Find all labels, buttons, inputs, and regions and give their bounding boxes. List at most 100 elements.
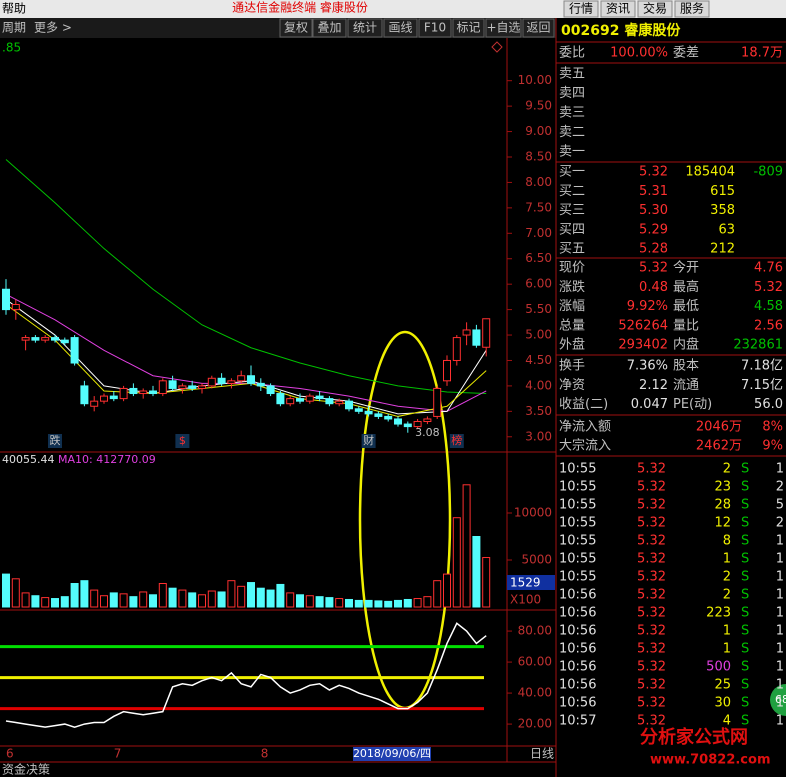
y-tick-label: 7.00 <box>525 226 552 240</box>
candle-body <box>482 318 491 348</box>
marker-box <box>175 434 190 448</box>
y-tick-label: 7.50 <box>525 200 552 214</box>
candle-body <box>41 337 50 341</box>
volume-bar <box>31 595 40 608</box>
low-label: 3.08 <box>415 426 440 439</box>
y-tick-label: 8.00 <box>525 175 552 189</box>
candle-body <box>433 387 442 417</box>
more-button[interactable]: 更多 > <box>34 21 72 35</box>
candle-body <box>335 400 344 405</box>
toolbar-label[interactable]: 复权 <box>284 21 308 35</box>
volume-bar <box>158 582 167 608</box>
bottom-tab[interactable]: 资金决策 <box>2 762 50 777</box>
trade-side: S <box>741 480 749 495</box>
volume-bar <box>472 535 481 608</box>
candle-body <box>149 390 157 395</box>
x-tick-label: 8 <box>261 747 269 761</box>
toolbar-label[interactable]: +自选 <box>486 21 520 35</box>
trade-price: 5.32 <box>637 498 666 513</box>
tab-button[interactable] <box>674 0 710 18</box>
volume-bar <box>51 598 59 608</box>
period-label[interactable]: 周期 <box>2 21 26 35</box>
toolbar-label[interactable]: 叠加 <box>317 21 341 35</box>
toolbar-label[interactable]: 标记 <box>456 21 480 35</box>
volume-bar <box>168 587 177 608</box>
volume-bar <box>2 573 10 608</box>
watermark-name: 分析家公式网 <box>640 726 748 748</box>
badge-text: 68 <box>775 693 786 706</box>
volume-bar <box>237 585 246 608</box>
marker-box <box>361 434 376 448</box>
toolbar-button[interactable] <box>418 18 452 38</box>
candle-body <box>51 337 59 341</box>
toolbar-label[interactable]: 画线 <box>388 21 412 35</box>
trade-time: 10:55 <box>559 552 596 567</box>
toolbar-label[interactable]: 统计 <box>353 21 377 35</box>
candle-body <box>374 413 383 417</box>
tab-button[interactable] <box>600 0 636 18</box>
volume-bar <box>256 587 265 608</box>
trade-volume: 28 <box>714 498 731 513</box>
toolbar-button[interactable] <box>522 18 555 38</box>
toolbar-button[interactable] <box>312 18 347 38</box>
tab-label[interactable]: 交易 <box>643 1 667 16</box>
trade-volume: 23 <box>714 480 731 495</box>
toolbar-label[interactable]: F10 <box>424 21 446 35</box>
trade-count: 1 <box>776 588 784 603</box>
candle-body <box>198 385 206 389</box>
stat-value: 7.15亿 <box>741 378 783 393</box>
diamond-icon <box>491 41 503 53</box>
period[interactable]: 日线 <box>530 747 554 761</box>
toolbar-button[interactable] <box>279 18 313 38</box>
stat-value: 232861 <box>733 338 783 353</box>
menu-help[interactable]: 帮助 <box>2 2 26 16</box>
volume-bar <box>119 593 128 608</box>
candle-body <box>472 329 481 346</box>
toolbar-button[interactable] <box>383 18 418 38</box>
trade-count: 1 <box>776 678 784 693</box>
volume-bar <box>247 582 255 608</box>
trade-volume: 25 <box>714 678 731 693</box>
candle-body <box>158 380 167 395</box>
stat-value: 2.12 <box>639 378 668 393</box>
tab-button[interactable] <box>563 0 599 18</box>
trade-count: 1 <box>776 462 784 477</box>
volume-bar <box>345 598 353 608</box>
y-tick-label: 5.00 <box>525 328 552 342</box>
y-tick-label: 5000 <box>521 552 552 566</box>
trade-volume: 2 <box>723 588 731 603</box>
toolbar-button[interactable] <box>485 18 522 38</box>
candle-body <box>109 395 118 400</box>
volume-bar <box>149 594 157 608</box>
candle-body <box>80 385 89 405</box>
toolbar-button[interactable] <box>347 18 383 38</box>
candle-body <box>443 359 451 382</box>
tab-label[interactable]: 行情 <box>569 2 593 16</box>
y-tick-label: 4.00 <box>525 378 552 392</box>
flow-value: 2462万 <box>696 439 742 454</box>
stat-value: 4.76 <box>754 261 783 276</box>
y-tick-label: 40.00 <box>518 686 552 700</box>
stat-label: 最低 <box>673 299 699 314</box>
tab-label[interactable]: 服务 <box>680 1 704 16</box>
volume-bar <box>266 589 275 608</box>
candle-body <box>237 375 246 382</box>
window-title: 通达信金融终端 睿康股份 <box>232 0 368 15</box>
candle-body <box>168 380 177 389</box>
stat-label: 内盘 <box>673 337 699 353</box>
toolbar-label[interactable]: 返回 <box>526 21 550 35</box>
tab-label[interactable]: 资讯 <box>606 2 630 16</box>
stat-label: 收益(二) <box>559 397 608 412</box>
candle-body <box>384 415 393 420</box>
trade-time: 10:56 <box>559 696 596 711</box>
stat-label: 今开 <box>673 260 699 276</box>
tab-button[interactable] <box>637 0 673 18</box>
x-tick-label: 6 <box>6 747 14 761</box>
volume-bar <box>374 600 383 608</box>
marker: 跌 <box>50 433 61 447</box>
trade-side: S <box>741 462 749 477</box>
trade-price: 5.32 <box>637 606 666 621</box>
volume-bar <box>364 599 373 608</box>
toolbar-button[interactable] <box>452 18 485 38</box>
trade-time: 10:56 <box>559 606 596 621</box>
